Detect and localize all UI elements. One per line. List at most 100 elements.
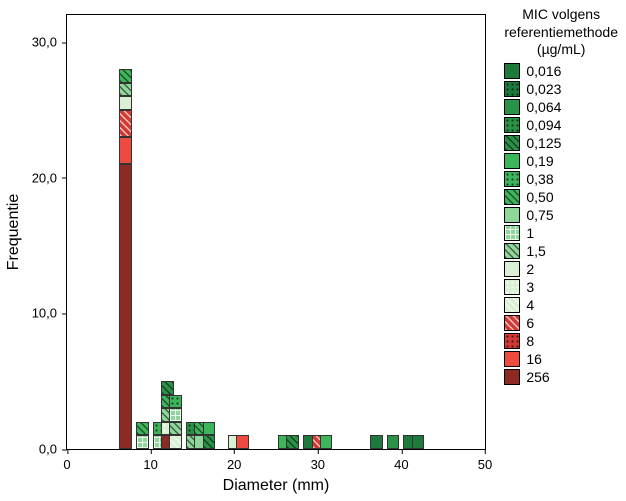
bar-segment xyxy=(119,110,132,137)
legend: MIC volgens referentiemethode (µg/mL) 0,… xyxy=(504,6,618,385)
bar-segment xyxy=(286,435,299,449)
legend-swatch xyxy=(504,153,520,169)
legend-label: 3 xyxy=(526,279,534,295)
bar-segment xyxy=(169,435,182,449)
legend-swatch xyxy=(504,279,520,295)
bar-segment xyxy=(412,435,425,449)
bar-segment xyxy=(320,435,333,449)
legend-item: 1 xyxy=(504,225,618,241)
bar-segment xyxy=(203,435,216,449)
legend-label: 0,50 xyxy=(526,189,553,205)
legend-label: 0,38 xyxy=(526,171,553,187)
chart-root: { "chart": { "type": "stacked-bar-histog… xyxy=(0,0,626,501)
legend-swatch xyxy=(504,117,520,133)
bar xyxy=(136,422,149,449)
bar-segment xyxy=(136,422,149,436)
x-tick: 0 xyxy=(63,449,70,472)
bar-segment xyxy=(119,83,132,97)
legend-label: 1 xyxy=(526,225,534,241)
bar-segment xyxy=(169,408,182,422)
legend-swatch xyxy=(504,81,520,97)
bar-segment xyxy=(370,435,383,449)
bar-segment xyxy=(136,435,149,449)
legend-item: 1,5 xyxy=(504,243,618,259)
legend-swatch xyxy=(504,351,520,367)
x-tick: 30 xyxy=(311,449,325,472)
legend-item: 256 xyxy=(504,369,618,385)
bar-segment xyxy=(119,164,132,449)
legend-item: 0,064 xyxy=(504,99,618,115)
legend-swatch xyxy=(504,369,520,385)
bar-segment xyxy=(169,395,182,409)
bar-segment xyxy=(169,422,182,436)
legend-swatch xyxy=(504,99,520,115)
x-tick: 10 xyxy=(143,449,157,472)
legend-swatch xyxy=(504,315,520,331)
legend-label: 2 xyxy=(526,261,534,277)
y-tick: 30,0 xyxy=(32,35,67,50)
bar-segment xyxy=(161,381,174,395)
legend-label: 16 xyxy=(526,351,542,367)
bar xyxy=(387,435,400,449)
legend-swatch xyxy=(504,207,520,223)
legend-swatch xyxy=(504,63,520,79)
bar xyxy=(286,435,299,449)
legend-item: 0,75 xyxy=(504,207,618,223)
y-tick: 10,0 xyxy=(32,306,67,321)
legend-swatch xyxy=(504,171,520,187)
legend-title: MIC volgens referentiemethode (µg/mL) xyxy=(504,6,618,59)
legend-label: 1,5 xyxy=(526,243,545,259)
legend-item: 16 xyxy=(504,351,618,367)
bar xyxy=(119,69,132,449)
legend-item: 0,19 xyxy=(504,153,618,169)
bar-segment xyxy=(119,96,132,110)
legend-label: 256 xyxy=(526,369,549,385)
legend-label: 0,75 xyxy=(526,207,553,223)
bar xyxy=(236,435,249,449)
bar xyxy=(412,435,425,449)
bar-segment xyxy=(203,422,216,436)
legend-item: 0,125 xyxy=(504,135,618,151)
legend-label: 0,094 xyxy=(526,117,561,133)
bar-segment xyxy=(387,435,400,449)
legend-item: 0,50 xyxy=(504,189,618,205)
x-tick: 50 xyxy=(478,449,492,472)
legend-item: 0,023 xyxy=(504,81,618,97)
legend-swatch xyxy=(504,225,520,241)
legend-label: 4 xyxy=(526,297,534,313)
legend-item: 8 xyxy=(504,333,618,349)
legend-swatch xyxy=(504,135,520,151)
legend-swatch xyxy=(504,243,520,259)
legend-item: 4 xyxy=(504,297,618,313)
y-axis-label: Frequentie xyxy=(5,194,23,271)
legend-swatch xyxy=(504,333,520,349)
legend-swatch xyxy=(504,297,520,313)
legend-label: 6 xyxy=(526,315,534,331)
legend-item: 3 xyxy=(504,279,618,295)
x-axis-label: Diameter (mm) xyxy=(0,477,552,495)
bar xyxy=(370,435,383,449)
legend-label: 0,19 xyxy=(526,153,553,169)
bar xyxy=(203,422,216,449)
y-tick: 20,0 xyxy=(32,170,67,185)
legend-label: 0,016 xyxy=(526,63,561,79)
legend-label: 0,125 xyxy=(526,135,561,151)
bar-segment xyxy=(236,435,249,449)
legend-label: 0,064 xyxy=(526,99,561,115)
plot-area: 0,010,020,030,0 01020304050 xyxy=(66,14,486,450)
bar xyxy=(320,435,333,449)
bar-segment xyxy=(119,69,132,83)
legend-item: 0,38 xyxy=(504,171,618,187)
x-tick: 40 xyxy=(394,449,408,472)
bar-segment xyxy=(119,137,132,164)
bar xyxy=(169,395,182,449)
legend-label: 8 xyxy=(526,333,534,349)
x-tick: 20 xyxy=(227,449,241,472)
legend-item: 0,094 xyxy=(504,117,618,133)
legend-label: 0,023 xyxy=(526,81,561,97)
legend-item: 0,016 xyxy=(504,63,618,79)
legend-item: 6 xyxy=(504,315,618,331)
legend-item: 2 xyxy=(504,261,618,277)
legend-swatch xyxy=(504,261,520,277)
legend-swatch xyxy=(504,189,520,205)
